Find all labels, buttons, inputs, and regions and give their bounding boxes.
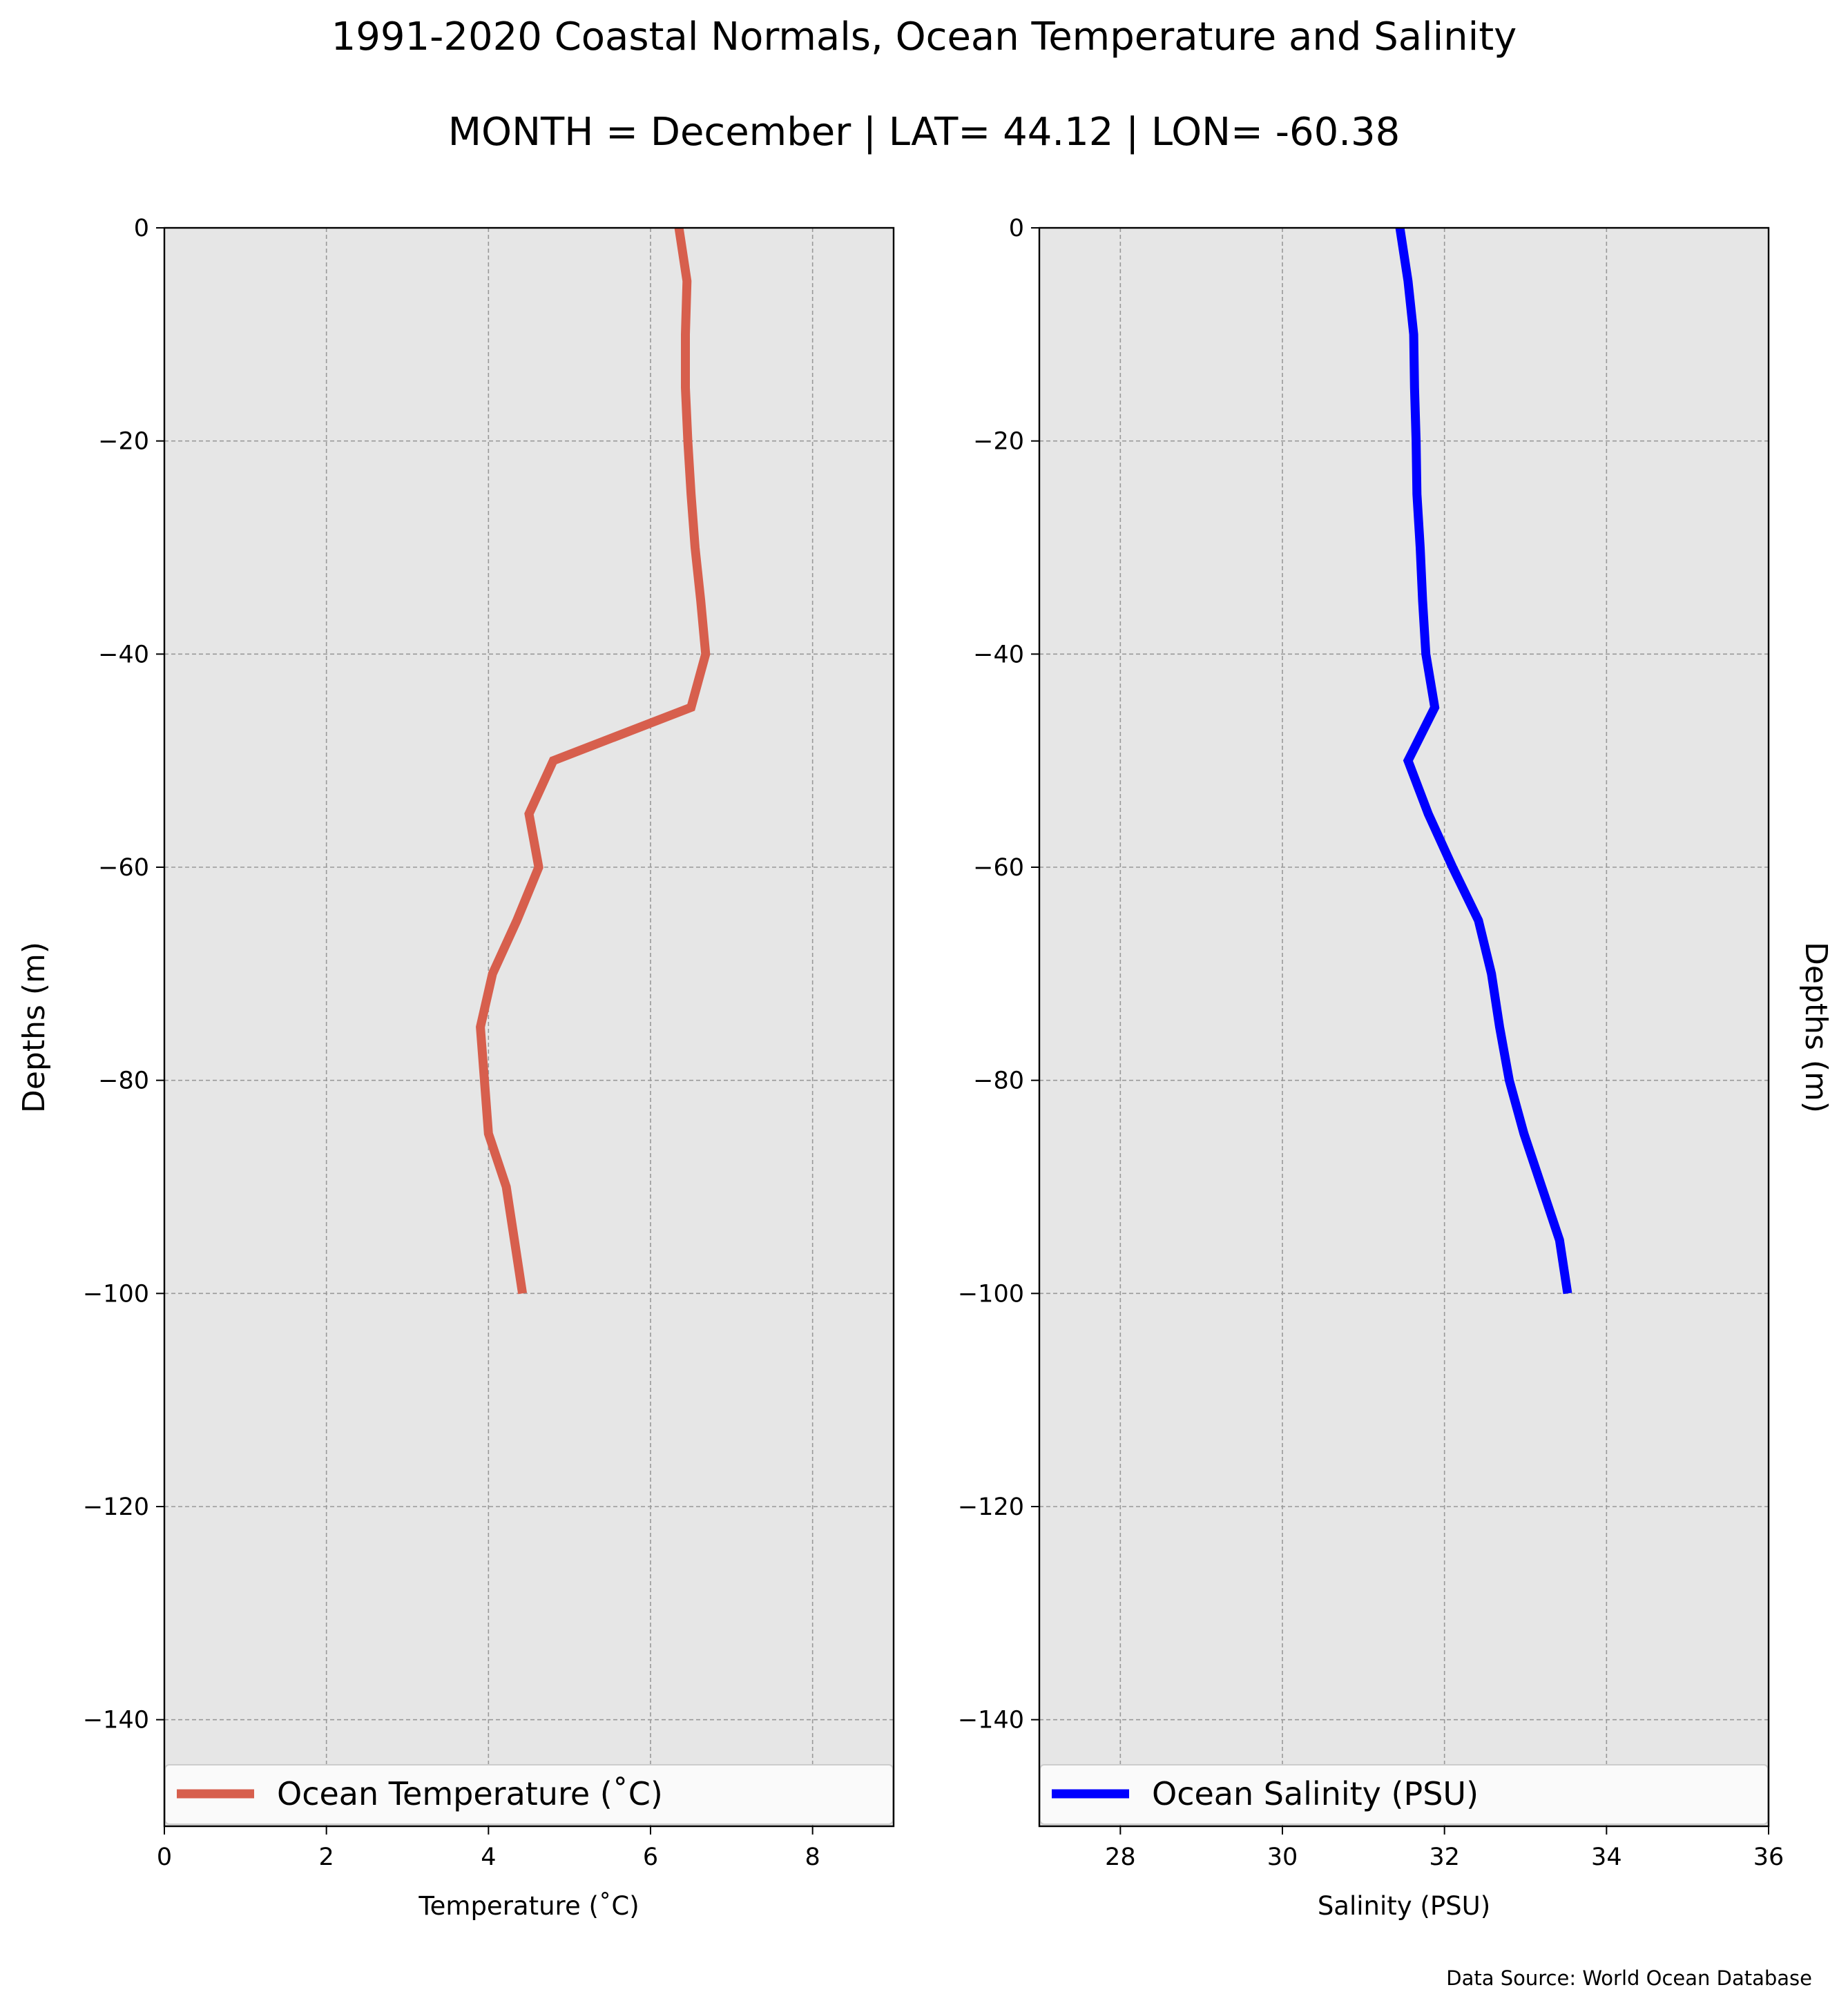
temperature-plot-area [164, 228, 894, 1826]
temperature-xtick-label: 0 [157, 1844, 172, 1871]
temperature-ytick-label: 0 [134, 215, 149, 242]
salinity-xtick-label: 32 [1429, 1844, 1460, 1871]
salinity-ytick-label: −20 [973, 428, 1024, 456]
salinity-ytick-label: −100 [958, 1280, 1024, 1308]
salinity-panel: Ocean Salinity (PSU) 28 30 32 34 36 0 −20 −40 −60… [958, 215, 1833, 1921]
temperature-xaxis-label: Temperature (˚C) [418, 1891, 639, 1921]
salinity-ytick-label: −60 [973, 854, 1024, 882]
salinity-ytick-label: 0 [1009, 215, 1024, 242]
legend-label: Ocean Temperature (˚C) [277, 1775, 663, 1812]
temperature-xtick-label: 8 [805, 1844, 820, 1871]
temperature-ytick-label: −40 [98, 641, 149, 668]
temperature-ytick-label: −120 [83, 1493, 149, 1521]
temperature-xtick-label: 4 [481, 1844, 496, 1871]
data-source-note: Data Source: World Ocean Database [1446, 1966, 1812, 1990]
salinity-ytick-label: −140 [958, 1707, 1024, 1734]
temperature-series-line [476, 227, 711, 1295]
salinity-ytick-label: −120 [958, 1493, 1024, 1521]
chart-subtitle: MONTH = December | LAT= 44.12 | LON= -60… [448, 110, 1401, 155]
salinity-xtick-label: 34 [1591, 1844, 1622, 1871]
salinity-legend: Ocean Salinity (PSU) [1039, 1764, 1769, 1825]
salinity-xtick-label: 36 [1753, 1844, 1784, 1871]
temperature-ytick-label: −20 [98, 428, 149, 456]
temperature-ytick-label: −140 [83, 1707, 149, 1734]
salinity-xtick-label: 30 [1267, 1844, 1298, 1871]
salinity-series-line [1395, 227, 1572, 1295]
salinity-xaxis-label: Salinity (PSU) [1318, 1891, 1490, 1921]
salinity-plot-area [1039, 228, 1769, 1826]
temperature-axes-frame [163, 226, 895, 1828]
temperature-xtick-label: 6 [643, 1844, 658, 1871]
salinity-yaxis-label: Depths (m) [1798, 942, 1833, 1113]
temperature-yaxis-label: Depths (m) [17, 942, 52, 1113]
salinity-axes-frame [1038, 226, 1770, 1828]
temperature-xtick-label: 2 [319, 1844, 334, 1871]
legend-label: Ocean Salinity (PSU) [1152, 1775, 1479, 1812]
salinity-ytick-label: −40 [973, 641, 1024, 668]
temperature-ytick-label: −80 [98, 1067, 149, 1095]
chart-title: 1991-2020 Coastal Normals, Ocean Tempera… [331, 14, 1517, 59]
temperature-ytick-label: −100 [83, 1280, 149, 1308]
temperature-ytick-label: −60 [98, 854, 149, 882]
salinity-xtick-label: 28 [1105, 1844, 1136, 1871]
temperature-legend: Ocean Temperature (˚C) [164, 1764, 894, 1825]
temperature-panel: Ocean Temperature (˚C) 0 2 4 6 8 0 −20 −40 −60 −80… [17, 215, 895, 1921]
salinity-ytick-label: −80 [973, 1067, 1024, 1095]
